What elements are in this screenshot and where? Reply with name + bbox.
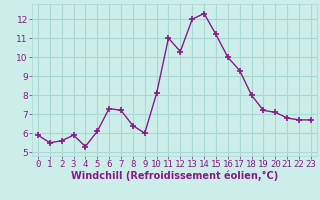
X-axis label: Windchill (Refroidissement éolien,°C): Windchill (Refroidissement éolien,°C) [71, 171, 278, 181]
